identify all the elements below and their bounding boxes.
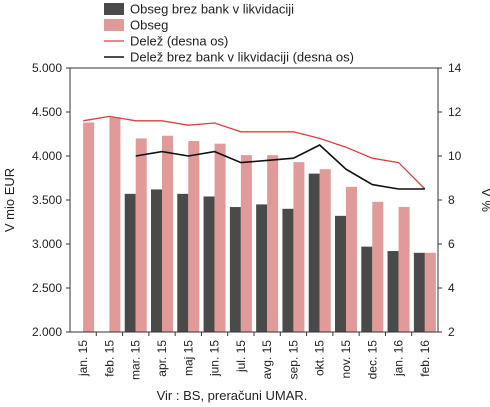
bar-obseg — [135, 138, 147, 332]
y-tick-label-left: 3.500 — [32, 193, 62, 207]
bar-obseg — [83, 122, 95, 332]
x-tick-label: feb. 15 — [102, 340, 116, 377]
bar-obseg — [267, 155, 279, 332]
y-tick-label-right: 4 — [448, 281, 455, 295]
y-tick-label-left: 4.500 — [32, 105, 62, 119]
y-tick-label-right: 8 — [448, 193, 455, 207]
x-tick-label: okt. 15 — [313, 340, 327, 376]
bar-obseg — [398, 207, 410, 332]
bar-obseg-brez-bank — [229, 207, 241, 332]
bar-obseg-brez-bank — [413, 252, 425, 332]
legend-label: Obseg brez bank v likvidaciji — [130, 2, 294, 17]
source-note: Vir : BS, preračuni UMAR. — [157, 388, 308, 403]
lines — [82, 115, 426, 190]
x-tick-label: apr. 15 — [155, 340, 169, 377]
bar-obseg — [372, 201, 384, 332]
y-tick-label-left: 2.000 — [32, 325, 62, 339]
x-tick-label: jan. 15 — [76, 340, 90, 377]
legend: Obseg brez bank v likvidacijiObsegDelež … — [104, 2, 354, 65]
line-delez-brez-bank — [135, 144, 425, 190]
y-tick-label-left: 5.000 — [32, 61, 62, 75]
x-tick-label: jun. 15 — [208, 340, 222, 377]
bar-obseg-brez-bank — [282, 208, 294, 332]
axes: 2.000 2.500 3.000 3.500 4.000 4.500 5.000 2 4 6 8 1… — [32, 61, 462, 380]
y-tick-label-left: 2.500 — [32, 281, 62, 295]
y-axis-title-right: V % — [479, 188, 490, 212]
bar-obseg — [109, 117, 121, 332]
x-tick-label: nov. 15 — [339, 340, 353, 379]
legend-label: Obseg — [130, 18, 168, 33]
bar-obseg — [240, 155, 252, 332]
y-tick-label-right: 6 — [448, 237, 455, 251]
y-tick-label-right: 2 — [448, 325, 455, 339]
legend-swatch — [104, 3, 124, 15]
legend-label: Delež (desna os) — [130, 34, 228, 49]
bar-obseg — [424, 252, 436, 332]
x-tick-label: jan. 16 — [392, 340, 406, 377]
bars — [83, 117, 436, 332]
bar-obseg-brez-bank — [361, 246, 373, 332]
legend-label: Delež brez bank v likvidaciji (desna os) — [130, 50, 354, 65]
x-tick-label: sep. 15 — [286, 340, 300, 380]
bar-obseg-brez-bank — [335, 215, 346, 332]
y-tick-label-right: 14 — [448, 61, 462, 75]
y-tick-label-left: 4.000 — [32, 149, 62, 163]
bar-obseg-brez-bank — [308, 173, 320, 332]
bar-obseg-brez-bank — [151, 189, 162, 332]
bar-obseg — [346, 186, 357, 332]
bar-obseg — [319, 169, 331, 332]
bar-obseg-brez-bank — [387, 251, 399, 332]
bar-obseg — [188, 141, 200, 332]
y-tick-label-right: 10 — [448, 149, 462, 163]
x-tick-label: jul. 15 — [234, 340, 248, 373]
line-delez — [82, 115, 426, 190]
bar-obseg — [214, 143, 226, 332]
y-tick-label-left: 3.000 — [32, 237, 62, 251]
bar-obseg-brez-bank — [177, 193, 189, 332]
x-tick-label: feb. 16 — [418, 340, 432, 377]
x-tick-label: maj 15 — [181, 340, 195, 376]
y-axis-title-left: V mio EUR — [2, 168, 17, 232]
bar-obseg — [293, 162, 305, 332]
x-tick-label: dec. 15 — [365, 340, 379, 380]
x-tick-label: mar. 15 — [129, 340, 143, 380]
bar-obseg — [162, 135, 173, 332]
y-tick-label-right: 12 — [448, 105, 462, 119]
bar-obseg-brez-bank — [256, 204, 268, 332]
legend-swatch — [104, 19, 124, 31]
x-tick-label: avg. 15 — [260, 340, 274, 380]
bar-obseg-brez-bank — [203, 196, 215, 332]
bar-obseg-brez-bank — [124, 193, 136, 332]
